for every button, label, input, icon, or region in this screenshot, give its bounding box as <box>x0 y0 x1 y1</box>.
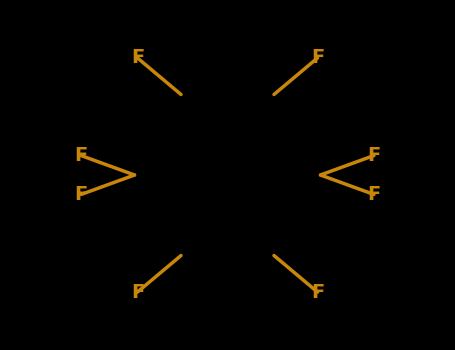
Text: F: F <box>311 48 324 68</box>
Text: F: F <box>367 185 380 204</box>
Text: F: F <box>131 282 144 302</box>
Text: F: F <box>367 146 380 165</box>
Text: F: F <box>75 146 88 165</box>
Text: F: F <box>131 48 144 68</box>
Text: F: F <box>75 185 88 204</box>
Text: F: F <box>311 282 324 302</box>
